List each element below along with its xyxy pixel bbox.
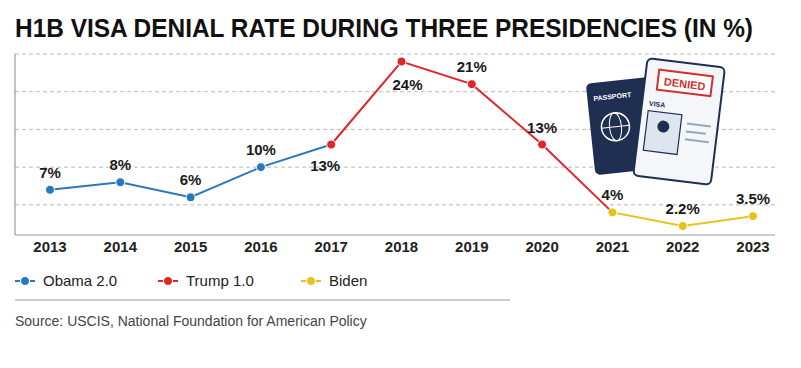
legend-label: Biden (329, 272, 367, 289)
legend-marker (307, 277, 316, 286)
data-label: 8% (109, 156, 131, 173)
point-marker (608, 208, 617, 217)
point-marker (256, 163, 265, 172)
data-label: 13% (527, 119, 557, 136)
separator (15, 300, 510, 301)
data-label: 21% (457, 58, 487, 75)
x-tick-label: 2023 (736, 238, 769, 255)
photo (657, 120, 670, 133)
grid-line (15, 204, 775, 205)
data-label: 24% (392, 76, 422, 93)
data-label: 4% (602, 186, 624, 203)
point-marker (678, 221, 687, 230)
legend-marker (164, 277, 173, 286)
data-label: 3.5% (736, 190, 770, 207)
x-tick-label: 2020 (525, 238, 558, 255)
x-tick-label: 2014 (104, 238, 138, 255)
plot-marks (46, 57, 758, 230)
text-line (685, 139, 709, 142)
point-marker (467, 80, 476, 89)
annotation: PASSPORT (593, 91, 632, 102)
stamp (657, 70, 713, 96)
point-marker (749, 212, 758, 221)
title: H1B VISA DENIAL RATE DURING THREE PRESID… (15, 14, 753, 42)
point-marker (186, 193, 195, 202)
text-line (687, 123, 711, 126)
data-labels: 7% 8% 6% 10% 13% 24% 21% 13% 4% 2.2% 3.5% (39, 58, 770, 217)
series-line (331, 62, 612, 213)
point-marker (116, 178, 125, 187)
data-label: 7% (39, 164, 61, 181)
series-line (50, 145, 331, 198)
x-tick-label: 2022 (666, 238, 699, 255)
data-label: 2.2% (666, 200, 700, 217)
x-tick-label: 2021 (596, 238, 629, 255)
chart-svg: H1B VISA DENIAL RATE DURING THREE PRESID… (0, 0, 801, 368)
x-tick-label: 2019 (455, 238, 488, 255)
x-tick-label: 2017 (315, 238, 348, 255)
source-note: Source: USCIS, National Foundation for A… (15, 313, 367, 329)
point-marker (397, 57, 406, 66)
point-marker (46, 185, 55, 194)
grid-line (15, 54, 775, 55)
visa-paper (633, 58, 725, 185)
x-tick-label: 2013 (33, 238, 66, 255)
passport-icon: PASSPORT DENIED VISA (586, 58, 725, 185)
x-axis-line (15, 234, 775, 235)
point-marker (327, 140, 336, 149)
point-marker (538, 140, 547, 149)
y-axis-line (14, 54, 15, 235)
data-label: 10% (246, 141, 276, 158)
annotation: VISA (649, 100, 666, 109)
data-label: 13% (310, 157, 340, 174)
x-tick-label: 2016 (244, 238, 277, 255)
photo (643, 111, 682, 155)
legend-label: Obama 2.0 (43, 272, 117, 289)
globe (602, 125, 630, 128)
globe (600, 111, 631, 142)
text-line (686, 131, 706, 133)
chart-container: H1B VISA DENIAL RATE DURING THREE PRESID… (0, 0, 801, 368)
legend-label: Trump 1.0 (186, 272, 254, 289)
x-tick-label: 2018 (385, 238, 418, 255)
legend: Obama 2.0 Trump 1.0 Biden (15, 272, 367, 289)
x-tick-label: 2015 (174, 238, 207, 255)
legend-marker (21, 277, 30, 286)
annotation: DENIED (663, 75, 706, 92)
visa-page: DENIED VISA (633, 58, 725, 185)
data-label: 6% (180, 171, 202, 188)
